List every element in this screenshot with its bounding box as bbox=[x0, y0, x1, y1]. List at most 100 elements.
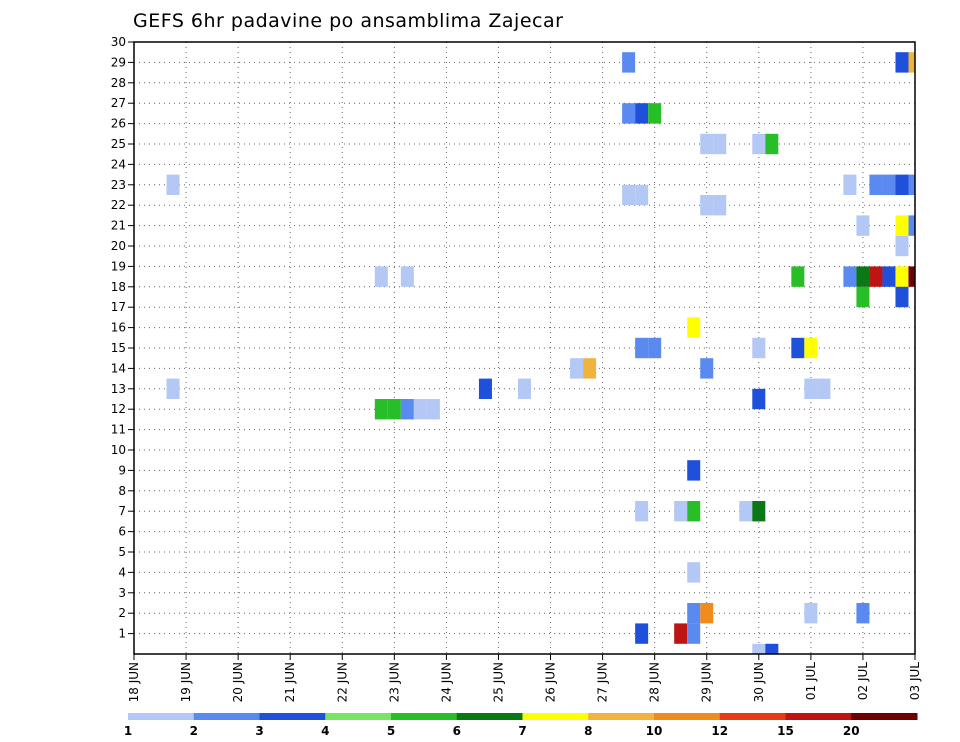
legend-label: 10 bbox=[646, 724, 663, 738]
legend-label: 8 bbox=[584, 724, 592, 738]
precipitation-cell bbox=[765, 643, 779, 654]
precipitation-cell bbox=[400, 266, 414, 287]
legend-label: 7 bbox=[518, 724, 526, 738]
precipitation-cell bbox=[856, 603, 870, 624]
legend-label: 6 bbox=[453, 724, 461, 738]
precipitation-cell bbox=[648, 337, 662, 359]
y-tick-label: 19 bbox=[111, 259, 126, 273]
legend-swatch bbox=[719, 713, 786, 720]
precipitation-cell bbox=[374, 266, 388, 287]
precipitation-cell bbox=[674, 623, 688, 644]
y-tick-label: 18 bbox=[111, 280, 126, 294]
x-tick-label: 01 JUL bbox=[804, 662, 818, 700]
y-tick-label: 25 bbox=[111, 137, 126, 151]
y-tick-label: 6 bbox=[118, 525, 126, 539]
precipitation-cell bbox=[843, 266, 857, 287]
y-tick-label: 24 bbox=[111, 157, 126, 171]
y-tick-label: 11 bbox=[111, 423, 126, 437]
x-tick-label: 20 JUN bbox=[231, 662, 245, 702]
precipitation-cell bbox=[752, 337, 766, 359]
precipitation-cell bbox=[804, 337, 818, 359]
y-tick-label: 14 bbox=[111, 361, 126, 375]
precipitation-cell bbox=[791, 266, 805, 287]
precipitation-cell bbox=[426, 399, 440, 420]
precipitation-cell bbox=[869, 174, 883, 195]
legend-swatch bbox=[456, 713, 523, 720]
precipitation-cell bbox=[895, 215, 909, 236]
precipitation-cells bbox=[166, 52, 915, 654]
precipitation-cell bbox=[817, 378, 831, 399]
y-tick-label: 5 bbox=[118, 545, 126, 559]
precipitation-cell bbox=[687, 603, 701, 624]
y-tick-label: 2 bbox=[118, 606, 126, 620]
precipitation-cell bbox=[622, 184, 636, 206]
precipitation-cell bbox=[635, 337, 649, 359]
y-tick-label: 21 bbox=[111, 219, 126, 233]
precipitation-cell bbox=[635, 184, 649, 206]
precipitation-cell bbox=[635, 623, 649, 644]
y-tick-label: 28 bbox=[111, 76, 126, 90]
legend-swatch bbox=[588, 713, 655, 720]
precipitation-cell bbox=[583, 358, 597, 379]
precipitation-cell bbox=[648, 103, 662, 124]
precipitation-cell bbox=[635, 501, 649, 522]
y-tick-label: 7 bbox=[118, 504, 126, 518]
color-legend: 1 2 3 4 5 6 7 8 10 12 15 20 bbox=[124, 713, 918, 738]
precipitation-cell bbox=[517, 378, 532, 399]
precipitation-cell bbox=[478, 378, 492, 399]
precipitation-cell bbox=[843, 174, 857, 195]
legend-swatch bbox=[522, 713, 589, 720]
precipitation-cell bbox=[674, 501, 688, 522]
precipitation-cell bbox=[739, 501, 753, 522]
precipitation-cell bbox=[804, 603, 818, 624]
legend-swatch bbox=[391, 713, 458, 720]
x-axis-ticks: 18 JUN 19 JUN 20 JUN 21 JUN 22 JUN 23 JUN 24 J… bbox=[127, 654, 922, 702]
precipitation-cell bbox=[882, 266, 896, 287]
x-tick-label: 24 JUN bbox=[439, 662, 453, 702]
precipitation-cell bbox=[856, 286, 870, 308]
legend-label: 4 bbox=[321, 724, 329, 738]
legend-swatch bbox=[654, 713, 721, 720]
x-tick-label: 30 JUN bbox=[752, 662, 766, 702]
y-tick-label: 23 bbox=[111, 178, 126, 192]
x-tick-label: 22 JUN bbox=[335, 662, 349, 702]
x-tick-label: 28 JUN bbox=[648, 662, 662, 702]
x-tick-label: 21 JUN bbox=[283, 662, 297, 702]
precipitation-cell bbox=[622, 52, 636, 73]
precipitation-cell bbox=[700, 603, 714, 624]
legend-swatch bbox=[259, 713, 326, 720]
precipitation-cell bbox=[166, 378, 180, 399]
precipitation-cell bbox=[413, 399, 427, 420]
precipitation-cell bbox=[166, 174, 180, 195]
precipitation-cell bbox=[895, 235, 909, 257]
chart-title: GEFS 6hr padavine po ansamblima Zajecar bbox=[133, 10, 563, 32]
y-tick-label: 4 bbox=[118, 565, 126, 579]
precipitation-cell bbox=[752, 501, 766, 522]
y-tick-label: 29 bbox=[111, 55, 126, 69]
precipitation-cell bbox=[687, 317, 701, 338]
y-tick-label: 17 bbox=[111, 300, 126, 314]
legend-swatch bbox=[193, 713, 260, 720]
x-tick-label: 03 JUL bbox=[908, 662, 922, 700]
legend-swatch bbox=[128, 713, 195, 720]
y-tick-label: 26 bbox=[111, 117, 126, 131]
precipitation-cell bbox=[804, 378, 818, 399]
precipitation-cell bbox=[687, 501, 701, 522]
precipitation-cell bbox=[374, 399, 388, 420]
legend-label: 3 bbox=[255, 724, 263, 738]
precipitation-cell bbox=[908, 215, 915, 236]
x-tick-label: 27 JUN bbox=[596, 662, 610, 702]
precipitation-cell bbox=[882, 174, 896, 195]
x-tick-label: 25 JUN bbox=[491, 662, 505, 702]
precipitation-cell bbox=[895, 174, 909, 195]
precipitation-cell bbox=[869, 266, 883, 287]
precipitation-cell bbox=[765, 133, 779, 155]
precipitation-cell bbox=[752, 133, 766, 155]
y-tick-label: 12 bbox=[111, 402, 126, 416]
precipitation-cell bbox=[791, 337, 805, 359]
precipitation-cell bbox=[687, 562, 701, 583]
precipitation-cell bbox=[856, 215, 870, 236]
precipitation-cell bbox=[895, 266, 909, 287]
precipitation-cell bbox=[387, 399, 401, 420]
y-tick-label: 8 bbox=[118, 484, 126, 498]
